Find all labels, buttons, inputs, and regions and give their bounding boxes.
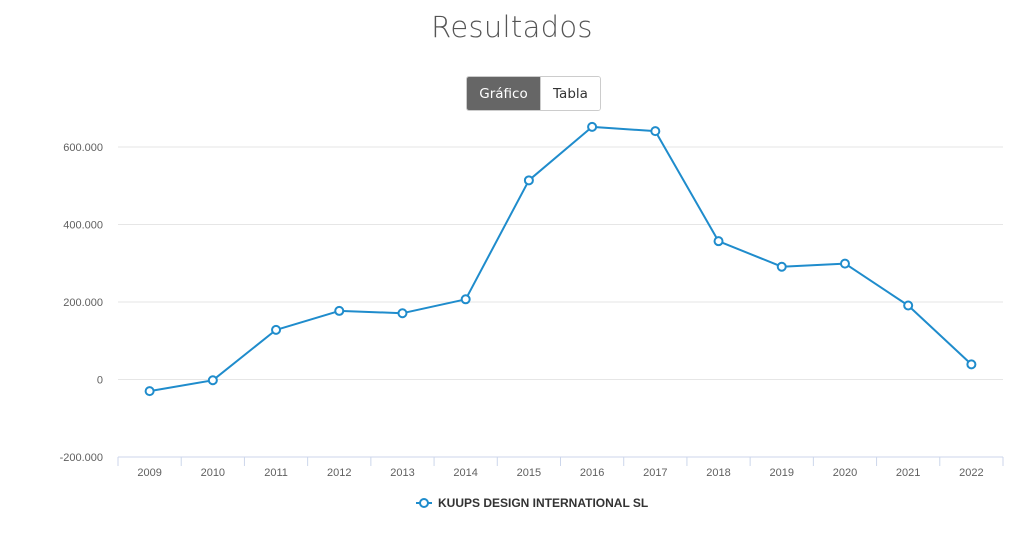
y-tick-label: 200.000 <box>63 297 103 309</box>
y-tick-label: 400.000 <box>63 220 103 232</box>
x-tick-label: 2011 <box>264 467 288 479</box>
data-point[interactable] <box>397 308 408 319</box>
x-tick-label: 2017 <box>643 467 667 479</box>
table-view-button[interactable]: Tabla <box>540 77 600 110</box>
x-tick-label: 2014 <box>453 467 477 479</box>
y-tick-label: 0 <box>97 375 103 387</box>
x-tick-label: 2012 <box>327 467 351 479</box>
x-axis: 2009 2010 2011 2012 2013 2014 2015 2016 2017 2018… <box>117 456 1004 479</box>
data-point[interactable] <box>334 305 345 316</box>
data-point[interactable] <box>903 300 914 311</box>
data-point[interactable] <box>271 324 282 335</box>
series-layer <box>144 121 977 397</box>
legend-marker-symbol <box>419 498 429 508</box>
grid-lines <box>118 146 1003 380</box>
legend: KUUPS DESIGN INTERNATIONAL SL <box>416 496 648 510</box>
data-point[interactable] <box>839 258 850 269</box>
x-tick-label: 2022 <box>959 467 983 479</box>
x-tick-label: 2016 <box>580 467 604 479</box>
x-tick-label: 2020 <box>833 467 857 479</box>
y-tick-label: -200.000 <box>60 452 103 464</box>
chart-view-button[interactable]: Gráfico <box>467 77 540 110</box>
data-point[interactable] <box>207 375 218 386</box>
page-title: Resultados <box>431 10 593 44</box>
view-toggle: Gráfico Tabla <box>466 76 601 111</box>
data-point[interactable] <box>460 294 471 305</box>
y-axis: -200.000 0 200.000 400.000 600.000 <box>60 142 103 464</box>
x-tick-label: 2013 <box>390 467 414 479</box>
x-tick-label: 2019 <box>770 467 794 479</box>
x-tick-label: 2015 <box>517 467 541 479</box>
data-point[interactable] <box>144 386 155 397</box>
x-tick-label: 2018 <box>706 467 730 479</box>
x-tick-label: 2010 <box>201 467 225 479</box>
series-line <box>149 125 973 393</box>
legend-item-label[interactable]: KUUPS DESIGN INTERNATIONAL SL <box>438 496 648 510</box>
data-point[interactable] <box>776 261 787 272</box>
data-point[interactable] <box>587 121 598 132</box>
data-point[interactable] <box>966 359 977 370</box>
data-point[interactable] <box>523 175 534 186</box>
y-tick-label: 600.000 <box>63 142 103 154</box>
x-tick-label: 2009 <box>137 467 161 479</box>
data-point[interactable] <box>650 126 661 137</box>
x-tick-label: 2021 <box>896 467 920 479</box>
data-point[interactable] <box>713 236 724 247</box>
